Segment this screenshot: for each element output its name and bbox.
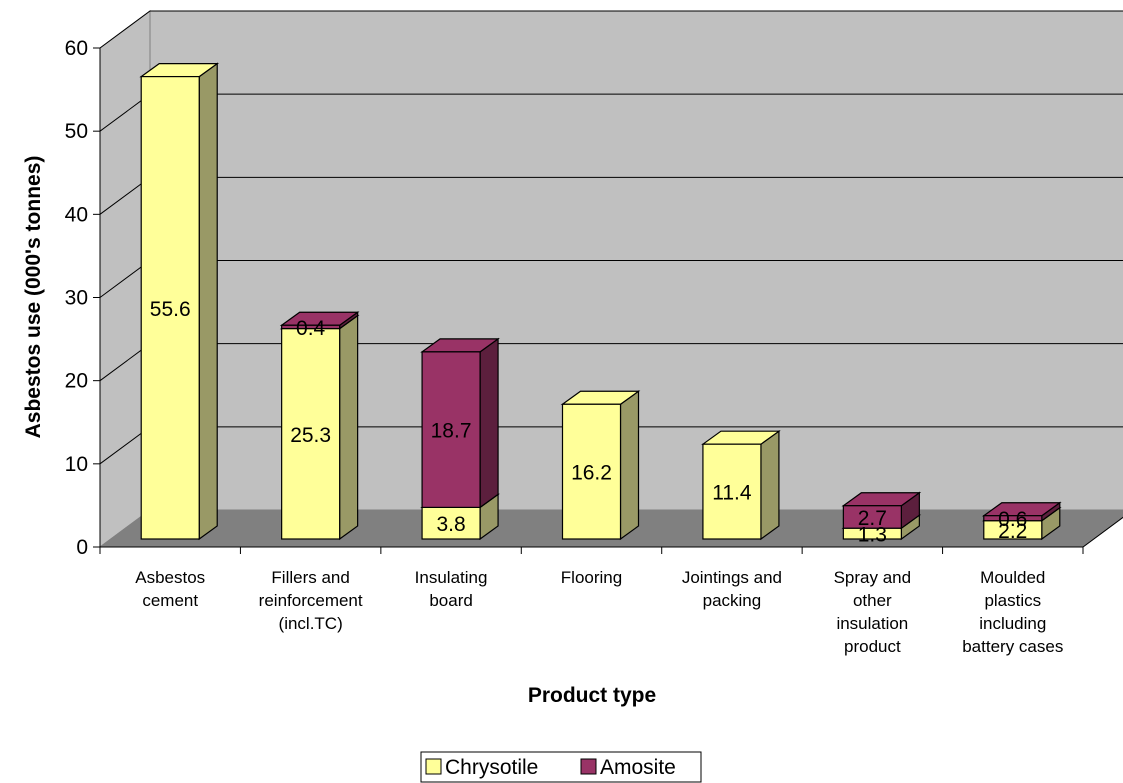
data-label: 16.2 [571,462,612,485]
x-axis-end [1082,516,1123,548]
y-tick-label: 10 [65,453,88,476]
y-tick-label: 50 [65,120,88,143]
bar-amosite-5 [841,491,922,530]
category-label: Flooring [561,568,622,587]
data-label: 2.2 [998,520,1027,543]
y-tick-label: 30 [65,287,88,310]
data-label: 1.3 [858,524,887,547]
category-label: Jointings and packing [682,568,782,610]
bar-amosite-2 [420,337,500,509]
bar-chrysotile-4 [701,430,781,541]
bar-chrysotile-0 [139,62,220,541]
category-label: Moulded plastics including battery cases [962,568,1063,656]
data-label: 2.7 [858,507,887,530]
tick-labels: 0 10 20 30 40 50 60 [65,37,88,559]
legend-label-amosite: Amosite [600,756,676,779]
category-label: Insulating board [415,568,488,610]
bar-amosite-6 [981,501,1062,522]
category-labels: Asbestos cement Fillers and reinforcement (i… [135,568,1063,656]
y-axis-title: Asbestos use (000's tonnes) [22,156,45,439]
bar-amosite-1 [279,311,360,330]
y-tick-label: 40 [65,203,88,226]
axes [93,47,1123,554]
category-label: Fillers and reinforcement (incl.TC) [259,568,363,633]
category-label: Asbestos cement [135,568,205,610]
data-labels: 55.6 25.3 0.4 3.8 18.7 16.2 11.4 1.32.7 2.20.6 [150,298,1028,547]
data-label: 18.7 [431,420,472,443]
y-tick-label: 20 [65,370,88,393]
legend-label-chrysotile: Chrysotile [445,756,538,779]
data-label: 0.4 [296,317,326,340]
category-label: Spray and other insulation product [834,568,912,656]
legend-swatch-chrysotile [425,758,442,775]
data-label: 0.6 [998,508,1027,531]
gridline [99,10,1123,49]
legend: Chrysotile Amosite [420,751,702,783]
data-label: 11.4 [712,482,752,505]
x-axis-title: Product type [528,684,656,707]
bar-chrysotile-3 [560,390,641,541]
bars [139,62,1062,541]
data-label: 3.8 [436,513,465,536]
data-label: 25.3 [290,424,331,447]
y-tick-label: 60 [65,37,88,60]
legend-frame [420,751,702,783]
legend-swatch-amosite [580,758,597,775]
data-label: 55.6 [150,298,191,321]
y-tick-label: 0 [76,536,88,559]
